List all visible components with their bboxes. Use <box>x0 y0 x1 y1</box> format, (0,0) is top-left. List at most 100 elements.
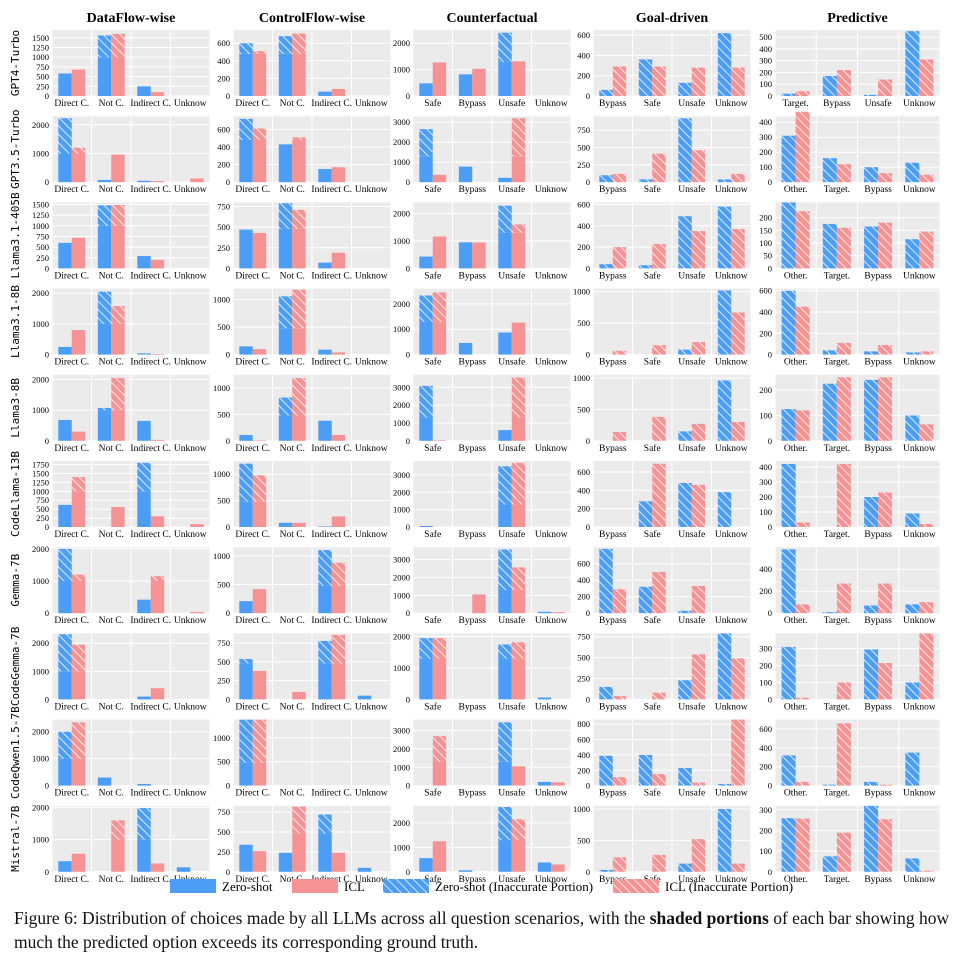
panel-llama3-1-405b-predictive: 0 50 100 150 200 Other. Target. Bypass Unknow <box>759 202 941 281</box>
icl-inaccurate-bar-not-c <box>292 137 306 140</box>
zero-bar-safe <box>419 525 433 527</box>
icl-bar-bypass <box>472 594 486 614</box>
icl-inaccurate-bar-not-c <box>292 33 306 54</box>
zero-inaccurate-bar-unsafe <box>678 431 692 441</box>
panel-gpt4-turbo-goal-driven: 0 200 400 600 Bypass Safe Unsafe Unknow <box>577 30 752 109</box>
panel-llama3-8b-dataflow-wise: 0 1000 2000 Direct C. Not C. Indirect C. Unkno… <box>32 374 211 454</box>
zero-bar-indirect-c <box>137 696 151 700</box>
row-label-gpt3-5-turbo: GPT3.5-Turbo <box>9 109 22 188</box>
x-tick-label-direct-c: Direct C. <box>54 789 89 799</box>
y-tick-label: 200 <box>577 504 590 514</box>
x-tick-label-safe: Safe <box>424 874 441 885</box>
x-tick-label-other: Other. <box>784 616 807 626</box>
icl-inaccurate-bar-other <box>795 211 810 269</box>
y-tick-label: 2000 <box>393 744 410 754</box>
icl-inaccurate-bar-unknow <box>919 59 934 96</box>
icl-inaccurate-bar-unsafe <box>511 567 526 591</box>
icl-inaccurate-bar-unknow <box>731 229 745 269</box>
icl-inaccurate-bar-bypass <box>878 173 893 183</box>
zero-inaccurate-bar-unknow <box>717 33 732 96</box>
icl-inaccurate-bar-bypass <box>878 663 893 700</box>
icl-inaccurate-bar-unknow <box>919 351 934 355</box>
x-tick-label-bypass: Bypass <box>599 185 627 195</box>
zero-bar-not-c <box>278 415 293 441</box>
icl-inaccurate-bar-unsafe <box>691 423 706 441</box>
y-tick-label: 0 <box>226 781 230 791</box>
x-tick-label-unknow: Unknow <box>174 789 207 799</box>
x-tick-label-bypass: Bypass <box>599 702 627 712</box>
y-tick-label: 2000 <box>393 632 410 642</box>
y-tick-label: 500 <box>217 322 230 332</box>
icl-inaccurate-bar-target <box>836 682 851 700</box>
icl-inaccurate-bar-other <box>795 604 810 614</box>
y-tick-label: 3000 <box>393 117 410 127</box>
x-tick-label-unsafe: Unsafe <box>865 98 892 109</box>
x-tick-label-bypass: Bypass <box>864 789 892 799</box>
zero-inaccurate-bar-unsafe <box>678 118 692 183</box>
panel-llama3-1-8b-dataflow-wise: 0 1000 2000 Direct C. Not C. Indirect C. Unkno… <box>32 288 211 368</box>
zero-inaccurate-bar-unsafe <box>498 807 512 841</box>
x-tick-label-unsafe: Unsafe <box>498 615 525 626</box>
zero-inaccurate-bar-unsafe <box>498 549 512 591</box>
icl-inaccurate-bar-target <box>836 377 851 441</box>
icl-inaccurate-bar-not-c <box>111 306 125 324</box>
x-tick-label-target: Target. <box>824 185 850 195</box>
zero-bar-indirect-c <box>137 839 151 872</box>
y-tick-label: 500 <box>36 242 49 252</box>
y-tick-label: 500 <box>217 827 230 837</box>
column-title-dataflow-wise: DataFlow-wise <box>87 11 176 26</box>
y-tick-label: 2000 <box>32 374 49 384</box>
y-tick-label: 200 <box>217 73 230 83</box>
zero-inaccurate-bar-direct-c <box>58 548 72 582</box>
panel-llama3-1-8b-goal-driven: 0 500 1000 Bypass Safe Unsafe Unknow <box>573 287 752 368</box>
y-tick-label: 0 <box>45 91 49 101</box>
icl-bar-direct-c <box>71 237 86 269</box>
x-tick-label-not-c: Not C. <box>99 358 124 368</box>
icl-bar-unsafe <box>511 232 526 269</box>
zero-inaccurate-bar-safe <box>638 754 653 786</box>
y-tick-label: 200 <box>759 492 772 502</box>
x-tick-label-safe: Safe <box>644 98 661 109</box>
y-tick-label: 2000 <box>393 208 410 218</box>
y-tick-label: 800 <box>577 719 590 729</box>
row-label-llama3-1-8b: Llama3.1-8B <box>9 285 22 358</box>
y-tick-label: 0 <box>586 867 590 877</box>
icl-inaccurate-bar-target <box>795 91 810 96</box>
zero-bar-unsafe <box>498 590 512 614</box>
y-tick-label: 1500 <box>32 33 49 43</box>
zero-inaccurate-bar-bypass <box>864 649 879 700</box>
x-tick-label-bypass: Bypass <box>459 616 487 626</box>
x-tick-label-direct-c: Direct C. <box>235 616 270 626</box>
y-tick-label: 0 <box>768 350 772 360</box>
icl-inaccurate-bar-safe <box>432 638 447 659</box>
zero-bar-unsafe <box>498 430 512 441</box>
icl-bar-indirect-c <box>150 516 165 527</box>
icl-inaccurate-bar-indirect-c <box>150 576 165 582</box>
y-tick-label: 0 <box>586 436 590 446</box>
zero-bar-not-c <box>97 410 112 441</box>
y-tick-label: 0 <box>406 867 410 877</box>
zero-bar-not-c <box>278 228 293 269</box>
y-tick-label: 0 <box>45 608 49 618</box>
y-tick-label: 750 <box>36 62 49 72</box>
icl-bar-not-c <box>111 410 125 441</box>
x-tick-label-direct-c: Direct C. <box>235 358 270 368</box>
x-tick-label-unknow: Unknow <box>174 99 207 109</box>
y-tick-label: 600 <box>759 286 772 296</box>
y-tick-label: 200 <box>759 67 772 77</box>
y-tick-label: 500 <box>577 142 590 152</box>
x-tick-label-bypass: Bypass <box>599 99 627 109</box>
x-tick-label-direct-c: Direct C. <box>54 99 89 109</box>
x-tick-label-target: Target. <box>824 358 850 368</box>
x-tick-label-bypass: Bypass <box>599 358 627 368</box>
icl-bar-not-c <box>111 323 125 355</box>
zero-bar-safe <box>419 156 433 183</box>
zero-bar-indirect-c <box>318 833 332 872</box>
x-tick-label-safe: Safe <box>424 270 441 281</box>
zero-bar-safe <box>419 256 433 269</box>
y-tick-label: 200 <box>759 762 772 772</box>
zero-bar-direct-c <box>239 139 253 183</box>
y-tick-label: 0 <box>406 350 410 360</box>
y-tick-label: 1500 <box>32 200 49 210</box>
zero-bar-unknow <box>537 862 552 872</box>
